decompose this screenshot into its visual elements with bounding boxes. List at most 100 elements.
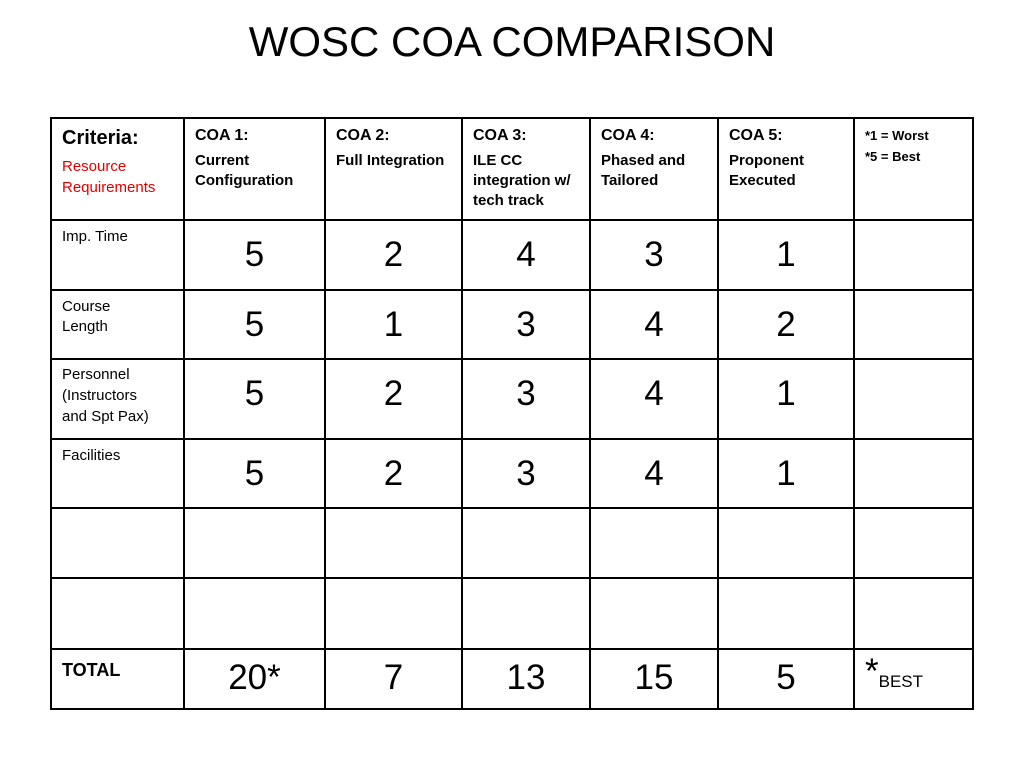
header-cell: *1 = Worst *5 = Best [853, 117, 974, 221]
score: 5 [244, 235, 265, 274]
total-score: 5 [776, 658, 796, 697]
value-cell: 4 [589, 289, 719, 360]
total-label: TOTAL [62, 660, 121, 680]
table-row: Personnel (Instructors and Spt Pax) 5 2 3 4 1 [50, 358, 974, 440]
coa-label: COA 1: [195, 127, 249, 144]
score: 4 [644, 305, 664, 344]
value-cell: 4 [461, 219, 591, 291]
empty-cell [183, 507, 326, 579]
score: 5 [244, 374, 265, 413]
note-mark: * [865, 652, 879, 691]
row-label: Course [62, 298, 111, 315]
empty-cell [853, 289, 974, 360]
value-cell: 2 [324, 358, 463, 440]
value-cell: 3 [589, 219, 719, 291]
note-cell: *BEST [853, 648, 974, 710]
header-cell: COA 3: ILE CC integration w/ tech track [461, 117, 591, 221]
coa-description: Proponent Executed [729, 152, 804, 189]
empty-cell [853, 507, 974, 579]
empty-cell [853, 577, 974, 650]
empty-cell [853, 358, 974, 440]
label-cell: Personnel (Instructors and Spt Pax) [50, 358, 185, 440]
value-cell: 1 [717, 219, 855, 291]
row-label: Facilities [62, 447, 121, 464]
score: 3 [644, 235, 664, 274]
total-score: 13 [506, 658, 546, 697]
value-cell: 20* [183, 648, 326, 710]
table-row: TOTAL 20* 7 13 15 5 *BEST [50, 648, 974, 710]
total-score: 20* [228, 658, 281, 697]
coa-label: COA 3: [473, 127, 527, 144]
empty-cell [183, 577, 326, 650]
table-row: Course Length 5 1 3 4 2 [50, 289, 974, 360]
value-cell: 5 [183, 358, 326, 440]
score: 2 [383, 374, 404, 413]
value-cell: 5 [717, 648, 855, 710]
row-label: Length [62, 318, 108, 335]
score: 3 [516, 454, 536, 493]
header-cell: COA 1: Current Configuration [183, 117, 326, 221]
note: *BEST [865, 652, 962, 702]
value-cell: 1 [717, 438, 855, 509]
score: 1 [383, 305, 404, 344]
header-cell: COA 5: Proponent Executed [717, 117, 855, 221]
empty-cell [589, 577, 719, 650]
score: 4 [644, 454, 664, 493]
value-cell: 4 [589, 438, 719, 509]
empty-cell [853, 438, 974, 509]
coa-label: COA 5: [729, 127, 783, 144]
value-cell: 3 [461, 358, 591, 440]
empty-cell [589, 507, 719, 579]
title: WOSC COA COMPARISON [248, 18, 776, 65]
value-cell: 2 [324, 219, 463, 291]
value-cell: 13 [461, 648, 591, 710]
row-label: Personnel [62, 366, 130, 383]
coa-label: COA 4: [601, 127, 655, 144]
score: 3 [516, 374, 536, 413]
empty-cell [461, 577, 591, 650]
score: 1 [776, 454, 796, 493]
value-cell: 5 [183, 289, 326, 360]
empty-cell [50, 507, 185, 579]
header-cell: Criteria: Resource Requirements [50, 117, 185, 221]
header-cell: COA 2: Full Integration [324, 117, 463, 221]
empty-cell [717, 507, 855, 579]
empty-cell [324, 577, 463, 650]
score: 2 [383, 454, 404, 493]
label-cell: Facilities [50, 438, 185, 509]
table-row [50, 577, 974, 650]
comparison-table: Criteria: Resource Requirements COA 1: Curr… [50, 117, 974, 710]
coa-description: Phased and Tailored [601, 152, 686, 189]
score: 4 [644, 374, 664, 413]
value-cell: 2 [324, 438, 463, 509]
value-cell: 2 [717, 289, 855, 360]
score: 2 [776, 305, 796, 344]
value-cell: 1 [717, 358, 855, 440]
value-cell: 4 [589, 358, 719, 440]
score: 1 [776, 374, 796, 413]
empty-cell [324, 507, 463, 579]
empty-cell [853, 219, 974, 291]
value-cell: 5 [183, 219, 326, 291]
score: 2 [383, 235, 404, 274]
row-label: and Spt Pax) [62, 408, 149, 425]
criteria: Criteria: [62, 127, 139, 149]
label-cell: TOTAL [50, 648, 185, 710]
value-cell: 3 [461, 438, 591, 509]
coa-description: Current Configuration [195, 152, 294, 189]
label-cell: Imp. Time [50, 219, 185, 291]
coa-description: ILE CC integration w/ tech track [473, 152, 571, 209]
value-cell: 7 [324, 648, 463, 710]
empty-cell [50, 577, 185, 650]
row-label: (Instructors [62, 387, 138, 404]
score: 5 [244, 454, 265, 493]
coa-description: Full Integration [336, 152, 445, 169]
empty-cell [461, 507, 591, 579]
table-row: Facilities 5 2 3 4 1 [50, 438, 974, 509]
note-text: BEST [878, 672, 924, 691]
total-score: 15 [634, 658, 674, 697]
score: 1 [776, 235, 796, 274]
empty-cell [717, 577, 855, 650]
score: 4 [516, 235, 536, 274]
